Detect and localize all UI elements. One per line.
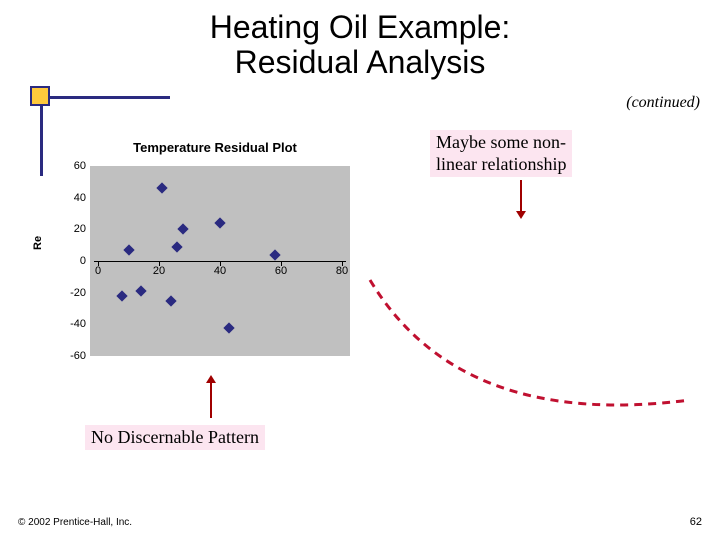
chart-ylabel: Re: [32, 236, 44, 250]
plot-area: 6040200-20-40-60020406080: [90, 166, 350, 356]
continued-label: (continued): [626, 94, 700, 112]
arrow-down-icon: [520, 180, 522, 216]
data-point: [214, 217, 225, 228]
x-tick-label: 40: [214, 265, 226, 277]
residual-scatter-chart: Temperature Residual Plot Re 6040200-20-…: [60, 140, 370, 370]
decor-line-vertical: [40, 96, 43, 176]
caption-nonlinear-line1: Maybe some non-: [436, 132, 566, 154]
data-point: [178, 224, 189, 235]
slide-title-block: Heating Oil Example: Residual Analysis: [0, 10, 720, 80]
y-tick-label: 40: [74, 192, 86, 204]
y-tick-label: 0: [80, 255, 86, 267]
x-tick-label: 0: [95, 265, 101, 277]
y-tick-label: 20: [74, 223, 86, 235]
data-point: [135, 285, 146, 296]
arrow-up-icon: [210, 378, 212, 418]
page-number: 62: [690, 516, 702, 528]
y-tick-label: 60: [74, 160, 86, 172]
decor-square-icon: [32, 88, 48, 104]
y-tick-label: -60: [70, 350, 86, 362]
data-point: [172, 241, 183, 252]
data-point: [117, 290, 128, 301]
decor-line-horizontal: [40, 96, 170, 99]
caption-nonlinear-line2: linear relationship: [436, 154, 566, 176]
data-point: [223, 322, 234, 333]
x-tick-label: 60: [275, 265, 287, 277]
copyright: © 2002 Prentice-Hall, Inc.: [18, 517, 132, 528]
y-tick-label: -20: [70, 287, 86, 299]
data-point: [123, 244, 134, 255]
data-point: [156, 182, 167, 193]
caption-no-pattern: No Discernable Pattern: [85, 425, 265, 450]
dashed-curve: [360, 270, 700, 430]
chart-title: Temperature Residual Plot: [60, 140, 370, 155]
slide-title: Heating Oil Example: Residual Analysis: [0, 10, 720, 80]
x-tick-label: 20: [153, 265, 165, 277]
caption-nonlinear: Maybe some non- linear relationship: [430, 130, 572, 177]
x-tick-label: 80: [336, 265, 348, 277]
data-point: [166, 295, 177, 306]
data-point: [269, 249, 280, 260]
y-tick-label: -40: [70, 318, 86, 330]
